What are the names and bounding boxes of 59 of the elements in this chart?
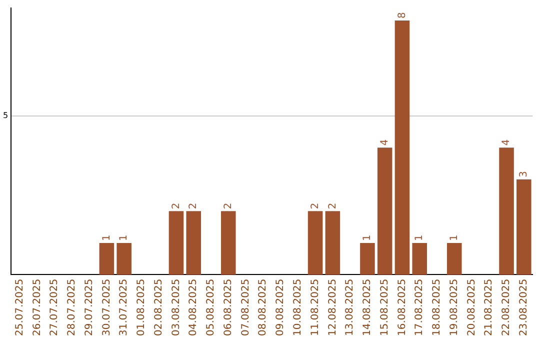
data-label: 2 [327,202,338,210]
data-label: 4 [379,139,390,146]
x-tick-label: 02.08.2025 [153,278,164,336]
data-label: 2 [310,202,321,210]
x-tick-label: 15.08.2025 [379,278,390,336]
x-tick-label: 09.08.2025 [275,278,286,336]
x-tick-label: 20.08.2025 [466,278,478,336]
data-label: 1 [414,234,426,241]
x-tick-label: 19.08.2025 [448,278,460,336]
x-tick-label: 14.08.2025 [362,278,374,336]
x-tick-label: 01.08.2025 [136,278,148,336]
bar [499,148,514,275]
x-tick-label: 22.08.2025 [501,278,512,336]
bar [116,242,132,275]
x-tick-label: 28.07.2025 [66,278,78,336]
bar [360,242,375,275]
x-tick-label: 10.08.2025 [292,278,304,336]
x-tick-label: 06.08.2025 [222,278,234,336]
data-label: 8 [396,12,408,19]
x-tick-label: 03.08.2025 [170,278,182,336]
x-tick-label: 17.08.2025 [414,278,426,336]
bar [99,242,114,275]
data-label: 2 [222,202,234,210]
x-tick-label: 25.07.2025 [14,278,26,336]
bar [446,242,462,275]
x-tick-label: 30.07.2025 [101,278,112,336]
x-tick-label: 26.07.2025 [32,278,43,336]
data-label: 4 [501,139,512,146]
bar [308,211,323,275]
x-tick-label: 29.07.2025 [84,278,95,336]
data-label: 2 [188,202,200,210]
bar [394,20,410,275]
data-label: 1 [101,234,112,241]
x-tick-label: 13.08.2025 [344,278,356,336]
y-tick-label: 5 [2,110,8,120]
bar [516,179,532,275]
data-label: 1 [448,234,460,241]
x-tick-label: 12.08.2025 [327,278,338,336]
x-tick-label: 07.08.2025 [240,278,252,336]
x-tick-label: 16.08.2025 [396,278,408,336]
x-tick-label: 05.08.2025 [206,278,217,336]
data-label: 3 [518,171,530,178]
x-tick-label: 31.07.2025 [118,278,130,336]
bar [186,211,202,275]
data-label: 1 [118,234,130,241]
x-tick-label: 23.08.2025 [518,278,530,336]
x-tick-label: 27.07.2025 [49,278,60,336]
data-label: 2 [170,202,182,210]
x-tick-label: 21.08.2025 [484,278,495,336]
bar [412,242,427,275]
bar [168,211,184,275]
x-tick-label: 08.08.2025 [258,278,269,336]
bar [220,211,236,275]
bar [325,211,340,275]
x-tick-label: 04.08.2025 [188,278,200,336]
data-label: 1 [362,234,374,241]
bar [377,148,392,275]
x-tick-label: 11.08.2025 [310,278,321,336]
x-tick-label: 18.08.2025 [432,278,443,336]
